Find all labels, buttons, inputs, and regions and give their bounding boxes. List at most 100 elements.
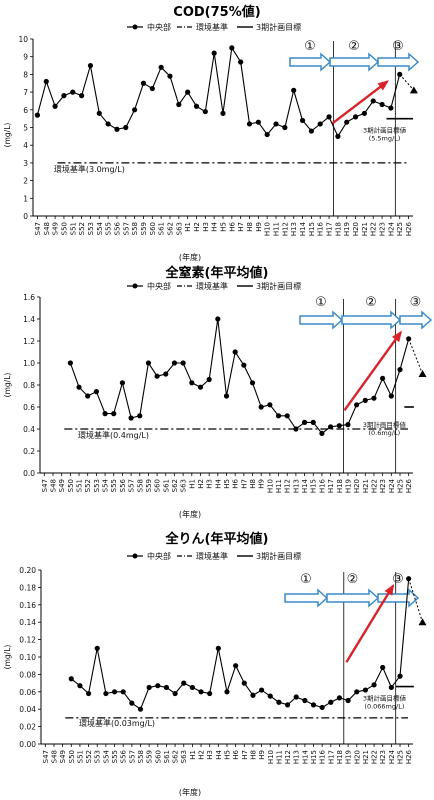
x-tick-label: H5: [220, 222, 228, 232]
y-tick-label: 0.20: [19, 566, 36, 575]
x-tick-label: H7: [241, 750, 249, 760]
x-tick-label: S63: [175, 222, 183, 235]
x-tick-label: S51: [76, 750, 84, 763]
cod-chart-panel: COD(75%値) 中央部 環境基準 3期計画目標 0 1 2 3 4 5 6 7 8 9 10 (mg/L)…: [0, 0, 434, 265]
x-tick-label: H8: [246, 222, 254, 232]
series-point: [291, 87, 297, 93]
legend-target-label: 3期計画目標: [256, 281, 301, 291]
series-point: [111, 411, 117, 417]
series-point: [273, 121, 279, 127]
period-arrow: [284, 588, 329, 608]
series-point: [172, 690, 178, 697]
x-tick-label: H20: [353, 750, 361, 764]
x-tick-label: S50: [67, 479, 75, 492]
x-tick-label: H2: [197, 479, 205, 489]
series-point: [85, 690, 92, 697]
x-tick-label: H26: [405, 749, 413, 764]
x-tick-label: H3: [206, 479, 214, 489]
x-tick-label: S50: [60, 222, 68, 235]
y-tick-label: 6: [23, 106, 28, 115]
x-tick-label: S47: [34, 222, 42, 235]
x-tick-label: H18: [334, 222, 342, 236]
series-point: [146, 684, 152, 691]
x-axis-label: (年度): [179, 787, 201, 797]
series-point: [310, 702, 317, 708]
x-tick-label: H15: [308, 222, 316, 236]
x-tick-label: S52: [78, 222, 86, 235]
series-point: [224, 689, 230, 695]
series-point: [282, 124, 288, 131]
x-tick-label: H23: [379, 479, 387, 493]
series-point: [380, 664, 386, 671]
series-point: [180, 360, 186, 366]
trend-arrow-head: [377, 80, 389, 91]
series-point: [233, 663, 239, 669]
x-tick-label: H8: [249, 479, 257, 489]
x-tick-label: S59: [146, 750, 154, 763]
period-arrow: [329, 52, 380, 72]
series-point: [79, 93, 85, 99]
series-point: [67, 360, 73, 366]
x-tick-label: H13: [290, 222, 298, 236]
target-label: 3期計画目標値: [363, 126, 407, 135]
x-tick-label: S59: [140, 222, 148, 235]
x-tick-label: S63: [180, 750, 188, 763]
x-tick-label: H16: [319, 749, 327, 764]
x-tick-label: H23: [379, 750, 387, 764]
x-tick-label: S60: [154, 479, 162, 492]
x-tick-label: H24: [387, 221, 395, 236]
x-tick-label: H14: [301, 478, 309, 493]
period-label: ③: [392, 39, 404, 54]
period-arrow: [289, 52, 332, 72]
series-point: [215, 645, 221, 651]
y-tick-label: 0: [23, 212, 28, 221]
series-point: [264, 131, 270, 138]
series-point: [397, 367, 403, 373]
x-tick-label: H4: [211, 221, 219, 231]
series-point: [259, 687, 265, 693]
x-tick-label: S50: [68, 750, 76, 763]
total-nitrogen-chart-panel: 全窒素(年平均値) 中央部 環境基準 3期計画目標 0.0 0.2 0.4 0.6 0.8 1.0…: [0, 265, 434, 527]
period-arrow: [399, 310, 433, 330]
cod-chart: COD(75%値)中央部 環境基準 3期計画目標 0 1 2 3 4 5 6 7 8 9 10 (mg/L)…: [3, 4, 420, 262]
target-label: 3期計画目標値: [363, 420, 407, 429]
period-arrow: [377, 588, 420, 608]
y-tick-label: 0.04: [19, 705, 36, 714]
trend-arrow-line: [330, 80, 389, 125]
projection-marker: [409, 86, 418, 94]
y-tick-label: 0.06: [19, 688, 36, 697]
series-point: [380, 375, 386, 381]
x-tick-label: H18: [336, 479, 344, 493]
series-point: [336, 423, 342, 429]
y-tick-label: 0.4: [23, 425, 35, 434]
total-nitrogen-chart: 全窒素(年平均値)中央部 環境基準 3期計画目標 0.0 0.2 0.4 0.6 0.8 1.0…: [3, 265, 433, 519]
y-axis-label: (mg/L): [3, 123, 12, 148]
series-point: [345, 422, 351, 428]
series-point: [132, 107, 138, 113]
period-arrow: [326, 588, 380, 608]
x-tick-label: S54: [102, 749, 110, 763]
series-point: [202, 108, 208, 115]
y-tick-label: 0.10: [19, 653, 36, 662]
series-point: [123, 124, 129, 131]
x-tick-label: S54: [96, 221, 104, 235]
x-tick-label: S49: [52, 222, 60, 235]
x-tick-label: H15: [310, 750, 318, 764]
series-point: [319, 704, 325, 711]
period-label: ③: [410, 295, 422, 310]
x-tick-label: H24: [388, 749, 396, 764]
x-tick-label: H21: [361, 222, 369, 236]
x-tick-label: H7: [240, 479, 248, 489]
trend-arrow-head: [384, 583, 395, 596]
legend-series-label: 中央部: [147, 551, 171, 561]
x-tick-label: S60: [149, 222, 157, 235]
series-point: [397, 673, 403, 679]
x-tick-label: H6: [232, 478, 240, 488]
x-tick-label: S61: [162, 479, 170, 492]
legend-series-marker: [132, 24, 138, 30]
y-tick-label: 0.0: [23, 469, 35, 478]
series-point: [76, 384, 82, 390]
series-point: [189, 684, 195, 691]
x-tick-label: S62: [171, 479, 179, 492]
target-sublabel: (0.066mg/L): [364, 703, 404, 711]
